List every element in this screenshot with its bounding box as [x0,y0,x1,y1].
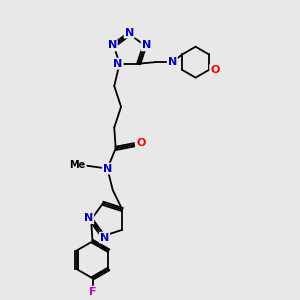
Text: N: N [168,57,177,67]
Text: O: O [210,65,220,75]
Text: N: N [103,164,112,174]
Text: N: N [142,40,151,50]
Text: O: O [136,138,146,148]
Text: N: N [100,232,109,243]
Text: N: N [107,40,117,50]
Text: N: N [113,59,123,69]
Text: Me: Me [70,160,86,170]
Text: N: N [84,213,93,223]
Text: F: F [89,286,96,297]
Text: N: N [124,28,134,38]
